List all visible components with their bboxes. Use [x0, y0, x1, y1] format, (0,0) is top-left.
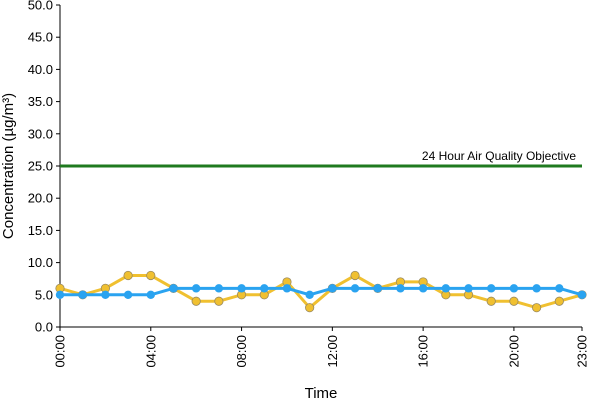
reference-line-label: 24 Hour Air Quality Objective — [422, 149, 576, 163]
data-point — [350, 270, 360, 281]
data-point — [487, 284, 496, 293]
x-tick-label: 20:00 — [506, 335, 521, 368]
x-tick-label: 23:00 — [575, 335, 590, 368]
data-point — [146, 290, 155, 299]
data-point — [305, 303, 315, 313]
data-point — [509, 284, 519, 293]
y-tick-label: 20.0 — [28, 191, 53, 206]
data-point — [169, 284, 178, 293]
reference-line-group: 24 Hour Air Quality Objective — [60, 149, 582, 168]
series-group — [55, 270, 587, 313]
data-point — [214, 284, 224, 293]
data-point — [464, 284, 473, 293]
data-point — [191, 284, 201, 293]
x-tick-label: 16:00 — [416, 335, 431, 368]
series-line — [60, 286, 583, 297]
data-point — [532, 284, 541, 293]
y-axis-title: Concentration (µg/m³) — [0, 93, 17, 239]
data-point — [146, 270, 156, 281]
data-point — [328, 284, 337, 293]
series-2 — [55, 284, 587, 299]
x-axis-title: Time — [305, 385, 338, 400]
data-point — [191, 296, 201, 306]
data-point — [486, 296, 496, 306]
y-tick-label: 25.0 — [28, 159, 53, 174]
y-tick-label: 50.0 — [28, 0, 53, 13]
y-tick-label: 35.0 — [28, 94, 53, 109]
data-point — [441, 284, 451, 293]
data-point — [55, 290, 65, 299]
data-point — [532, 303, 542, 313]
x-tick-label: 04:00 — [143, 335, 158, 368]
data-point — [509, 296, 519, 306]
y-tick-label: 30.0 — [28, 126, 53, 141]
x-tick-label: 12:00 — [325, 335, 340, 368]
y-tick-label: 10.0 — [28, 255, 53, 270]
data-point — [350, 284, 360, 293]
data-point — [237, 284, 246, 293]
data-point — [555, 284, 564, 293]
data-point — [101, 290, 110, 299]
data-point — [577, 290, 587, 299]
data-point — [78, 290, 87, 299]
y-tick-label: 40.0 — [28, 62, 53, 77]
data-point — [123, 290, 133, 299]
y-tick-label: 5.0 — [35, 287, 53, 302]
y-tick-label: 0.0 — [35, 320, 53, 335]
y-tick-label: 15.0 — [28, 223, 53, 238]
x-tick-label: 00:00 — [53, 335, 68, 368]
data-point — [214, 296, 224, 306]
data-point — [396, 284, 405, 293]
x-tick-label: 08:00 — [234, 335, 249, 368]
axes: 0.0 5.0 10.0 15.0 20.0 25.0 30.0 35.0 40.0 45.0 50… — [28, 0, 590, 368]
data-point — [554, 296, 564, 306]
data-point — [282, 284, 292, 293]
data-point — [123, 270, 133, 281]
data-point — [260, 284, 269, 293]
data-point — [418, 284, 428, 293]
data-point — [305, 290, 314, 299]
y-tick-label: 45.0 — [28, 30, 53, 45]
data-point — [373, 284, 382, 293]
